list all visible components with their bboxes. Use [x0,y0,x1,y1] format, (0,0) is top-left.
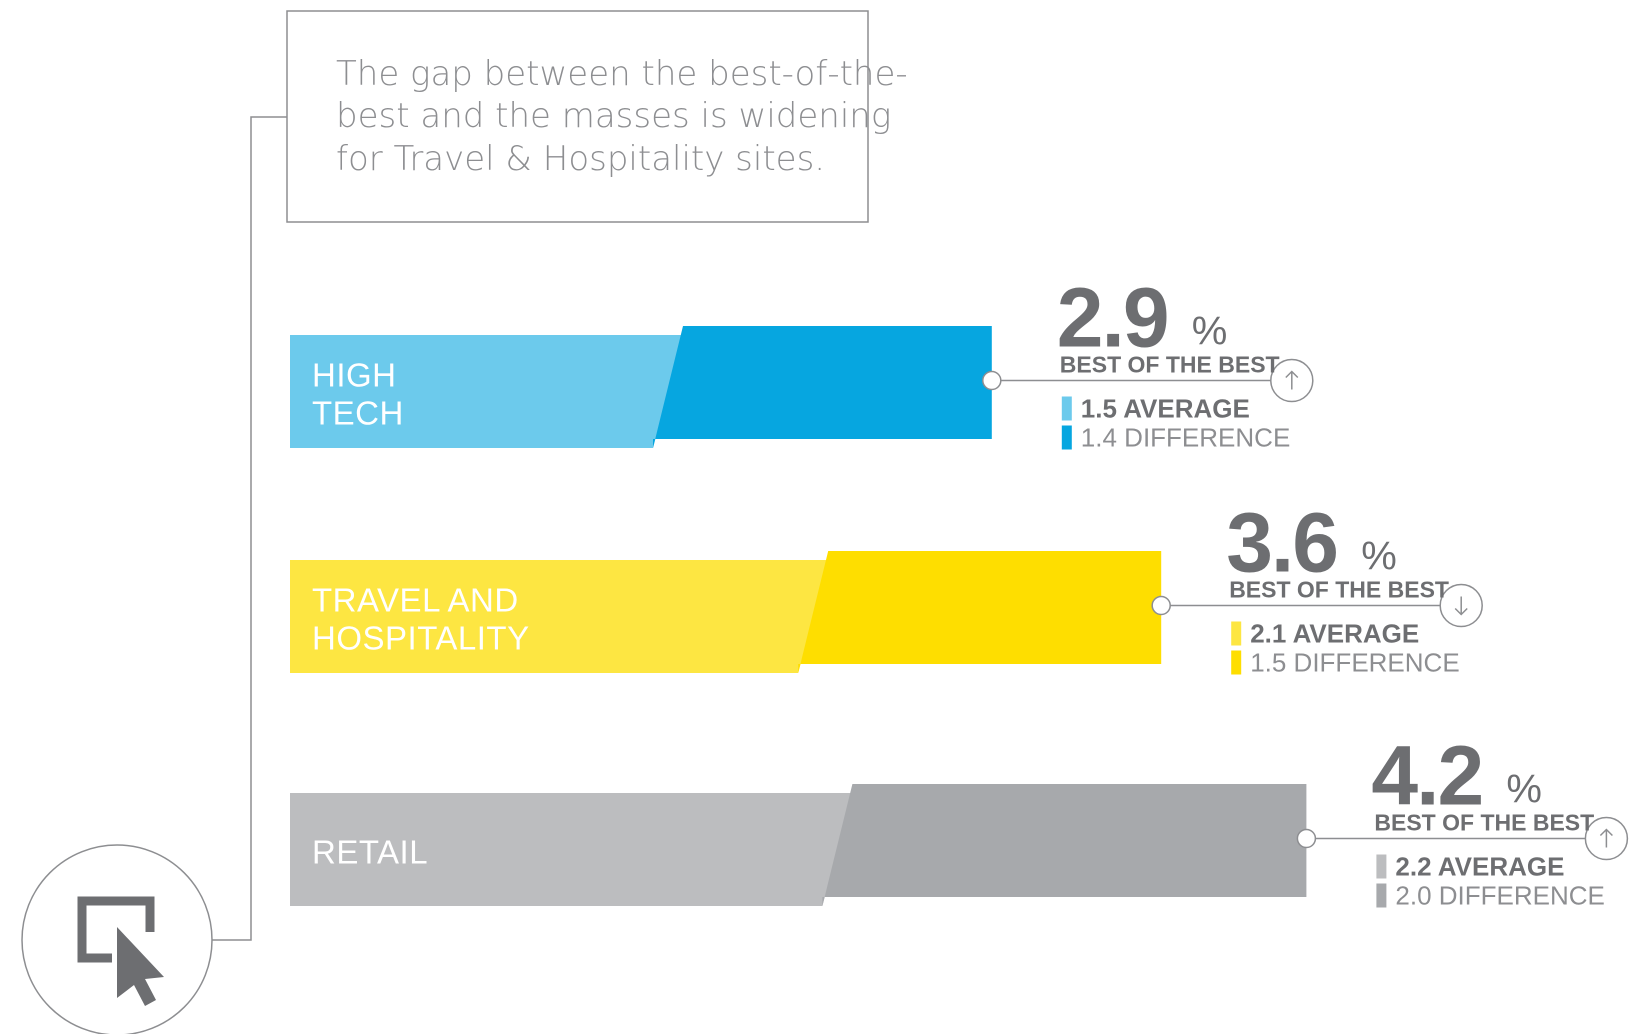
average-label-2: 2.1 AVERAGE [1250,619,1419,649]
svg-text:The gap between the best-of-th: The gap between the best-of-the- best an… [336,54,918,179]
category-label-1-1: HIGH [312,357,397,394]
legend-swatch-average-3 [1376,854,1387,879]
best-label-1: BEST OF THE BEST [1060,352,1280,378]
difference-label-2: 1.5 DIFFERENCE [1250,648,1460,678]
best-unit-3: % [1506,768,1542,812]
callout-line-1: The gap between the best-of-the- [336,54,908,94]
legend-swatch-average-1 [1061,396,1072,421]
best-unit-2: % [1361,535,1397,579]
bar-average-1 [290,335,683,448]
legend-swatch-average-2 [1231,621,1242,646]
category-label-2-2: HOSPITALITY [312,620,530,657]
arrow-down-icon [1439,583,1483,628]
average-label-1: 1.5 AVERAGE [1081,394,1250,424]
leader-dot-3 [1296,828,1317,849]
best-label-3: BEST OF THE BEST [1374,810,1594,836]
category-label-3-1: RETAIL [312,834,428,871]
best-value-3: 4.2 [1371,729,1482,823]
leader-dot-2 [1151,595,1171,616]
legend-swatch-difference-1 [1061,425,1072,450]
bar-difference-2 [798,551,1162,673]
bar-average-3 [290,793,853,906]
bar-average-2 [290,560,829,673]
difference-label-3: 2.0 DIFFERENCE [1395,881,1605,911]
bar-group-3: RETAIL 4.2 %BEST OF THE BEST 2.2 AVERAGE2.0… [290,729,1629,911]
callout-line-2: best and the masses is widening [336,96,891,136]
arrow-up-icon [1270,358,1314,403]
legend-swatch-difference-2 [1231,650,1242,675]
category-label-1-2: TECH [312,395,404,432]
best-unit-1: % [1192,310,1228,354]
arrow-up-icon [1584,816,1629,861]
difference-label-1: 1.4 DIFFERENCE [1081,423,1291,453]
best-value-1: 2.9 [1057,271,1168,365]
callout-line-3: for Travel & Hospitality sites. [336,139,825,179]
bar-difference-3 [822,784,1307,906]
best-label-2: BEST OF THE BEST [1229,577,1449,603]
best-value-2: 3.6 [1226,496,1337,590]
bar-difference-1 [653,326,992,448]
legend-swatch-difference-3 [1376,883,1387,908]
category-label-2-1: TRAVEL AND [312,582,519,619]
average-label-3: 2.2 AVERAGE [1395,852,1564,882]
leader-dot-1 [982,370,1002,391]
callout-box: The gap between the best-of-the- best an… [286,10,918,223]
cursor-click-icon[interactable] [21,844,213,1034]
connector-line [212,116,287,941]
